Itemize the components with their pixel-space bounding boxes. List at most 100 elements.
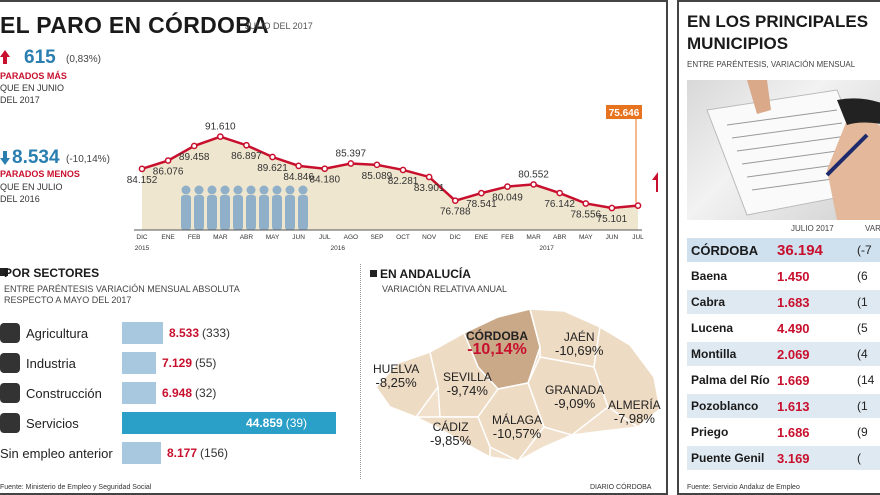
left-footer-brand: DIARIO CÓRDOBA — [590, 484, 652, 491]
municipio-var: (1 — [857, 399, 868, 413]
province-pct: -9,85% — [430, 433, 472, 448]
main-infographic-panel: EL PARO EN CÓRDOBA JULIO DEL 2017 615 (0… — [0, 0, 668, 495]
chart-point — [347, 160, 355, 167]
sector-name: Construcción — [26, 386, 102, 401]
unemployment-line-chart: 84.152 DIC 86.076 ENE 89.458 FEB 91.610 MAR 86.8… — [127, 105, 658, 252]
municipio-value: 1.683 — [777, 295, 810, 310]
sector-value-num: 8.177 — [167, 446, 198, 460]
arrow-down-icon — [0, 151, 10, 165]
unemployment-form-photo — [687, 80, 880, 220]
municipio-value: 1.686 — [777, 425, 810, 440]
municipio-row: Puente Genil 3.169 ( — [687, 446, 880, 470]
province-pct: -8,25% — [375, 375, 417, 390]
chart-x-tick-label: MAY — [266, 234, 280, 241]
people-silhouette-icon — [233, 185, 243, 195]
chart-data-label: 78.556 — [570, 209, 601, 220]
chart-x-tick-label: ENE — [475, 234, 489, 241]
sector-value-num: 8.533 — [169, 326, 200, 340]
chart-point — [425, 173, 433, 181]
monthly-sub-1: QUE EN JUNIO — [0, 83, 65, 93]
chart-point — [556, 189, 564, 197]
municipio-var: (5 — [857, 321, 868, 335]
people-silhouette-icon — [259, 185, 269, 195]
sector-value-num: 44.859 — [246, 416, 283, 430]
province-pct: -7,98% — [613, 411, 655, 426]
sector-value: 6.948 (32) — [162, 386, 216, 400]
chart-x-tick-label: JUN — [606, 234, 619, 241]
sectors-heading: POR SECTORES — [4, 266, 100, 280]
factory-icon — [0, 353, 20, 373]
municipio-name: Montilla — [691, 347, 737, 361]
arrow-up-icon — [652, 172, 658, 192]
chart-x-tick-label: ABR — [240, 234, 254, 241]
chart-data-label: 84.846 — [283, 172, 314, 183]
yearly-sub-1: QUE EN JULIO — [0, 182, 63, 192]
monthly-change-value: 615 — [24, 47, 56, 68]
municipio-row: Palma del Río 1.669 (14 — [687, 368, 880, 392]
crane-icon — [0, 383, 20, 403]
sector-bar — [122, 412, 336, 434]
andalucia-sub: VARIACIÓN RELATIVA ANUAL — [382, 284, 508, 294]
people-silhouette-icon — [246, 195, 256, 230]
monthly-change-pct: (0,83%) — [66, 54, 102, 65]
chart-x-tick-label: ABR — [553, 234, 567, 241]
chart-data-label: 85.397 — [336, 148, 367, 159]
page-title: EL PARO EN CÓRDOBA — [0, 12, 270, 38]
chart-data-label: 86.897 — [231, 151, 262, 162]
people-silhouette-icon — [220, 185, 230, 195]
province-name: ALMERÍA — [608, 398, 661, 412]
sector-row: Sin empleo anterior 8.177 (156) — [0, 440, 340, 468]
province-pct: -9,09% — [554, 396, 596, 411]
chart-x-tick-label: DIC — [136, 234, 148, 241]
municipio-var: ( — [857, 451, 861, 465]
chart-x-tick-label: JUL — [632, 234, 644, 241]
sector-name: Sin empleo anterior — [0, 446, 113, 461]
province-name: GRANADA — [545, 383, 605, 397]
people-silhouette-icon — [181, 195, 191, 230]
province-pct: -10,14% — [467, 341, 527, 358]
sector-bar — [122, 322, 163, 344]
sector-value-delta: (156) — [200, 446, 229, 460]
municipio-var: (9 — [857, 425, 868, 439]
andalucia-heading: EN ANDALUCÍA — [380, 267, 471, 281]
municipio-value: 4.490 — [777, 321, 810, 336]
bullet-square-icon — [0, 268, 8, 276]
chart-data-label: 75.101 — [597, 214, 628, 225]
chart-point — [504, 183, 511, 190]
municipio-row: Montilla 2.069 (4 — [687, 342, 880, 366]
chart-data-label: 85.089 — [362, 171, 393, 182]
province-name: MÁLAGA — [492, 413, 543, 427]
chart-point — [451, 197, 459, 205]
right-footer: Fuente: Servicio Andaluz de Empleo — [687, 484, 800, 491]
chart-x-tick-label: NOV — [422, 234, 437, 241]
municipio-name: Priego — [691, 425, 729, 439]
province-name: CÁDIZ — [432, 420, 469, 434]
yearly-change-label: PARADOS MENOS — [0, 169, 80, 179]
province-pct: -10,57% — [492, 426, 542, 441]
sector-name: Agricultura — [26, 326, 89, 341]
col-header-var: VAR — [865, 224, 880, 233]
sector-bar — [122, 382, 156, 404]
province-cadiz: CÁDIZ -9,85% — [430, 420, 471, 448]
people-silhouette-icon — [285, 195, 295, 230]
chart-x-tick-label: AGO — [344, 234, 358, 241]
municipio-name: Lucena — [691, 321, 734, 335]
province-pct: -9,74% — [446, 383, 488, 398]
province-cordoba: CÓRDOBA -10,14% — [466, 329, 528, 358]
region-cadiz — [415, 416, 491, 459]
chart-point — [269, 153, 276, 161]
chart-year-label: 2017 — [539, 245, 554, 252]
chart-x-tick-label: DIC — [450, 234, 462, 241]
chart-point — [295, 162, 302, 170]
municipio-var: (4 — [857, 347, 868, 361]
chart-data-label: 80.552 — [518, 169, 549, 180]
andalucia-map — [375, 308, 661, 462]
people-silhouette-icon — [272, 185, 282, 195]
sector-value: 8.177 (156) — [167, 446, 228, 460]
people-silhouette-icon — [259, 195, 269, 230]
chart-x-tick-label: ENE — [161, 234, 175, 241]
province-name: CÓRDOBA — [466, 329, 528, 343]
sector-bar — [122, 352, 156, 374]
chart-point — [634, 202, 642, 209]
yearly-change-pct: (-10,14%) — [66, 154, 110, 165]
